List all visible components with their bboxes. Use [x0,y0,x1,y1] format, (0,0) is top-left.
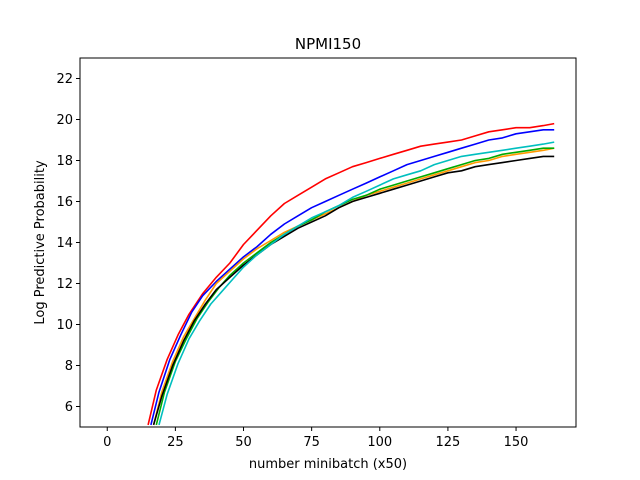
y-tick-label: 12 [56,277,73,292]
x-tick-label: 100 [367,435,392,450]
y-tick-label: 6 [65,400,73,415]
y-axis-label: Log Predictive Probability [33,160,48,325]
x-axis-label: number minibatch (x50) [249,457,407,472]
y-axis: 6 8 10 12 14 16 18 20 22 [56,72,80,415]
x-tick-label: 150 [504,435,529,450]
plot-area [147,122,555,426]
plot-frame [79,57,577,428]
y-tick-label: 8 [65,359,73,374]
y-tick-label: 10 [56,318,73,333]
x-axis: 0 25 50 75 100 125 150 [103,427,528,450]
y-tick-label: 20 [56,113,73,128]
x-tick-label: 25 [167,435,184,450]
x-tick-label: 125 [435,435,460,450]
series-line-4 [155,147,555,426]
y-tick-label: 18 [56,154,73,169]
series-line-1 [147,122,555,426]
x-tick-label: 50 [235,435,252,450]
x-tick-label: 0 [103,435,111,450]
series-line-2 [150,129,555,426]
y-tick-label: 16 [56,195,73,210]
y-tick-label: 14 [56,236,73,251]
series-line-6 [158,141,555,426]
chart-title: NPMI150 [295,35,361,53]
x-tick-label: 75 [303,435,320,450]
series-line-5 [152,155,555,426]
y-tick-label: 22 [56,72,73,87]
